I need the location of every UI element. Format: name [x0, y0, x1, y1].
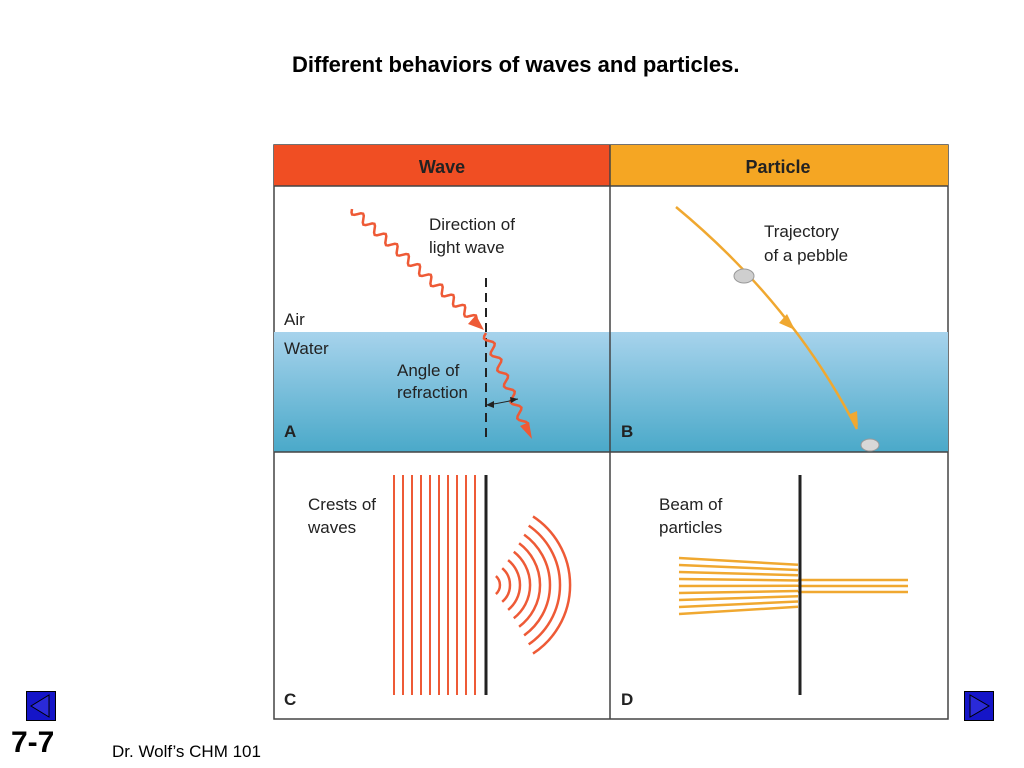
footer-text: Dr. Wolf’s CHM 101 [112, 742, 261, 761]
angle-label-2: refraction [397, 383, 468, 402]
particle-beam-line [678, 563, 799, 572]
water-band [274, 332, 948, 452]
pebble-trajectory [675, 206, 859, 430]
diffracted-wave-arc [501, 567, 512, 603]
panel-a: Direction of light wave Air Water Angle … [284, 208, 532, 443]
incident-wave [350, 208, 478, 322]
crests-label-1: Crests of [308, 495, 376, 514]
wave-header: Wave [419, 157, 465, 177]
air-label: Air [284, 310, 305, 329]
diffracted-wave-arc [523, 533, 552, 637]
trajectory-arrow-1 [779, 314, 795, 330]
refracted-wave [482, 332, 530, 430]
panel-a-letter: A [284, 422, 296, 441]
particle-beam-line [678, 600, 799, 609]
particle-beam-line [678, 595, 799, 602]
diffracted-wave-arc [518, 542, 542, 628]
slide-title: Different behaviors of waves and particl… [292, 52, 740, 77]
panel-c: Crests of waves C [284, 475, 572, 709]
pebble-landed-icon [860, 438, 880, 452]
panel-b-letter: B [621, 422, 633, 441]
pebble-icon [733, 268, 755, 284]
diffracted-wave-arc [507, 559, 522, 611]
particle-beam-line [678, 605, 799, 616]
direction-label-2: light wave [429, 238, 505, 257]
panel-d: Beam of particles D [621, 475, 908, 709]
previous-slide-button[interactable] [26, 691, 56, 721]
incident-arrowhead [468, 315, 484, 330]
beam-label-2: particles [659, 518, 722, 537]
particle-beam-line [678, 577, 799, 582]
particle-header-bg [610, 145, 948, 186]
refracted-arrowhead [520, 422, 532, 439]
crests-label-2: waves [307, 518, 356, 537]
triangle-left-icon [30, 694, 50, 718]
particle-beam-line [678, 570, 799, 577]
particle-beam-line [678, 556, 799, 566]
particle-beam-line [678, 589, 799, 595]
angle-label-1: Angle of [397, 361, 460, 380]
diffracted-wave-arc [532, 515, 572, 655]
particle-header: Particle [745, 157, 810, 177]
diffracted-wave-arc [494, 575, 502, 595]
panel-c-letter: C [284, 690, 296, 709]
next-slide-button[interactable] [964, 691, 994, 721]
trajectory-label-2: of a pebble [764, 246, 848, 265]
triangle-right-icon [969, 694, 990, 718]
waves-particles-figure: Wave Particle Direction of light wave Ai… [273, 144, 949, 720]
water-label: Water [284, 339, 329, 358]
panel-d-letter: D [621, 690, 633, 709]
wave-header-bg [274, 145, 610, 186]
diffracted-wave-arc [527, 524, 562, 646]
beam-label-1: Beam of [659, 495, 723, 514]
direction-label-1: Direction of [429, 215, 515, 234]
slide-number: 7-7 [11, 726, 55, 759]
diffracted-wave-arc [513, 550, 532, 620]
panel-b: Trajectory of a pebble B [621, 206, 880, 452]
trajectory-arrow-2 [848, 411, 858, 427]
trajectory-label-1: Trajectory [764, 222, 839, 241]
